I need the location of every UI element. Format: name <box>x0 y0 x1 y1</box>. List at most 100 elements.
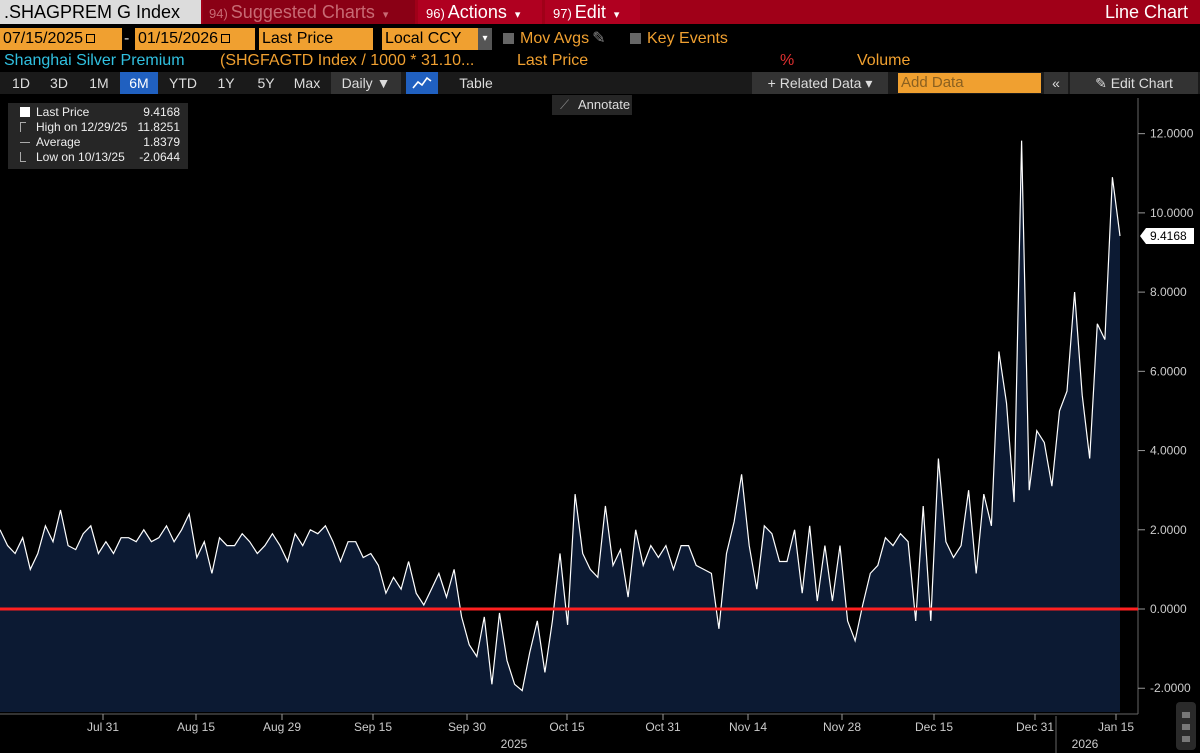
x-tick-label: Jul 31 <box>87 720 119 734</box>
chart-toolbar: 1D 3D 1M 6M YTD 1Y 5Y Max Daily ▼ Table … <box>0 72 1200 94</box>
frequency-select[interactable]: Daily ▼ <box>331 72 401 94</box>
y-tick-label: -2.0000 <box>1150 681 1191 695</box>
y-tick-label: 10.0000 <box>1150 206 1194 220</box>
currency-select[interactable]: Local CCY ▾ <box>382 28 492 50</box>
series-area-fill <box>0 140 1120 713</box>
legend-last-value: 9.4168 <box>143 105 180 119</box>
calendar-icon <box>221 34 231 44</box>
high-marker-icon <box>20 122 26 132</box>
actions-menu[interactable]: 96) Actions ▾ <box>418 0 542 24</box>
x-axis: Jul 31 Aug 15 Aug 29 Sep 15 Sep 30 Oct 15 Oct … <box>87 714 1134 753</box>
checkbox-icon <box>503 33 514 44</box>
security-formula: (SHGFAGTD Index / 1000 * 31.10... <box>220 52 475 69</box>
legend-row-average: Average 1.8379 <box>14 135 188 150</box>
x-tick-label: Sep 30 <box>448 720 486 734</box>
last-price-badge-text: 9.4168 <box>1150 229 1187 243</box>
chart-grid <box>0 98 1139 715</box>
x-tick-label: Oct 31 <box>645 720 681 734</box>
y-axis: 12.0000 10.0000 8.0000 6.0000 4.0000 2.0000 0.… <box>1138 127 1194 695</box>
legend-low-value: -2.0644 <box>139 150 180 164</box>
x-tick-label: Nov 28 <box>823 720 861 734</box>
period-6m[interactable]: 6M <box>120 72 158 94</box>
legend-row-high: High on 12/29/25 11.8251 <box>14 120 188 135</box>
table-button[interactable]: Table <box>459 75 493 91</box>
period-max[interactable]: Max <box>293 75 321 91</box>
legend-row-low: Low on 10/13/25 -2.0644 <box>14 150 188 165</box>
x-tick-label: Aug 29 <box>263 720 301 734</box>
y-tick-label: 0.0000 <box>1150 602 1187 616</box>
actions-label: Actions <box>447 2 507 22</box>
annotate-label: Annotate <box>578 97 631 112</box>
end-date-field[interactable]: 01/15/2026 <box>135 28 255 50</box>
x-tick-label: Dec 15 <box>915 720 953 734</box>
mov-avgs-toggle[interactable]: Mov Avgs ✎ <box>503 28 605 50</box>
period-3d[interactable]: 3D <box>50 75 68 91</box>
chevron-down-icon: ▾ <box>514 9 521 21</box>
percent-label[interactable]: % <box>780 52 795 69</box>
pencil-icon: ✎ <box>1095 75 1111 91</box>
x-tick-label: Aug 15 <box>177 720 215 734</box>
start-date-field[interactable]: 07/15/2025 <box>0 28 122 50</box>
security-info-row: Shanghai Silver Premium (SHGFAGTD Index … <box>0 52 1200 70</box>
field-name: Last Price <box>517 52 589 69</box>
pencil-icon: ✎ <box>592 30 606 47</box>
key-events-toggle[interactable]: Key Events <box>630 28 728 50</box>
y-tick-label: 2.0000 <box>1150 523 1187 537</box>
edit-menu[interactable]: 97) Edit ▾ <box>545 0 640 24</box>
suggested-charts-label: Suggested Charts <box>230 2 375 22</box>
legend-low-label: Low on 10/13/25 <box>36 150 125 164</box>
x-tick-label: Sep 15 <box>354 720 392 734</box>
legend-high-label: High on 12/29/25 <box>36 120 128 134</box>
annotate-button[interactable]: ⟋ Annotate <box>552 95 632 115</box>
x-tick-label: Oct 15 <box>549 720 585 734</box>
checkbox-icon <box>630 33 641 44</box>
y-tick-label: 6.0000 <box>1150 364 1187 378</box>
chart-legend[interactable]: Last Price 9.4168 High on 12/29/25 11.82… <box>8 103 188 169</box>
chevron-down-icon: ▾ <box>478 28 492 50</box>
chevron-down-icon: ▾ <box>382 9 389 21</box>
ticker-field[interactable]: .SHAGPREM G Index <box>0 0 201 24</box>
chart-type-label: Line Chart <box>1104 2 1188 22</box>
x-year-label: 2026 <box>1072 737 1099 751</box>
end-date-value: 01/15/2026 <box>138 30 219 47</box>
legend-last-label: Last Price <box>36 105 90 119</box>
legend-average-value: 1.8379 <box>143 135 180 149</box>
period-1d[interactable]: 1D <box>12 75 30 91</box>
x-tick-label: Jan 15 <box>1098 720 1134 734</box>
annotate-icon: ⟋ <box>560 97 570 112</box>
date-separator: - <box>124 30 130 47</box>
period-5y[interactable]: 5Y <box>257 75 275 91</box>
collapse-icon[interactable]: « <box>1044 72 1068 94</box>
last-price-badge-bg <box>1140 227 1194 244</box>
field-select[interactable]: Last Price <box>259 28 373 50</box>
title-bar: .SHAGPREM G Index 94) Suggested Charts ▾ 9… <box>0 0 1200 24</box>
x-year-label: 2025 <box>501 737 528 751</box>
currency-value: Local CCY <box>385 30 462 47</box>
line-chart-icon[interactable] <box>406 72 438 94</box>
white-square-icon <box>20 107 30 117</box>
edit-chart-button[interactable]: ✎ Edit Chart <box>1070 72 1198 94</box>
edit-label: Edit <box>574 2 606 22</box>
period-1y[interactable]: 1Y <box>217 75 235 91</box>
add-data-input[interactable]: Add Data <box>898 73 1041 93</box>
related-data-menu[interactable]: + Related Data ▾ <box>752 72 888 94</box>
actions-num: 96) <box>426 6 445 21</box>
low-marker-icon <box>20 152 26 162</box>
legend-row-last-price: Last Price 9.4168 <box>14 105 188 120</box>
last-price-badge: 9.4168 <box>1140 227 1194 244</box>
suggested-charts-menu[interactable]: 94) Suggested Charts ▾ <box>203 0 415 24</box>
series-line-last-price[interactable] <box>0 140 1121 692</box>
y-tick-label: 4.0000 <box>1150 444 1187 458</box>
period-ytd[interactable]: YTD <box>169 75 197 91</box>
y-tick-label: 8.0000 <box>1150 285 1187 299</box>
legend-high-value: 11.8251 <box>137 120 181 134</box>
period-1m[interactable]: 1M <box>89 75 109 91</box>
average-marker-icon <box>20 142 30 143</box>
volume-label[interactable]: Volume <box>857 52 911 69</box>
edit-num: 97) <box>553 6 572 21</box>
edit-chart-label: Edit Chart <box>1110 75 1173 91</box>
resize-handle-icon[interactable] <box>1176 702 1196 750</box>
x-tick-label: Nov 14 <box>729 720 767 734</box>
legend-average-label: Average <box>36 135 81 149</box>
